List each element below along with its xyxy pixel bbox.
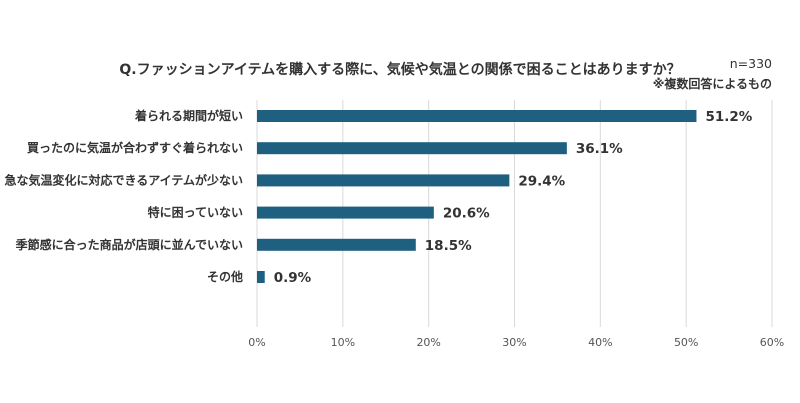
category-label: 急な気温変化に対応できるアイテムが少ない — [4, 172, 243, 187]
x-tick-label: 60% — [760, 336, 784, 349]
bar — [257, 238, 416, 251]
category-label: 特に困っていない — [148, 205, 243, 220]
category-label: 買ったのに気温が合わずすぐ着られない — [27, 140, 243, 155]
value-label: 36.1% — [576, 141, 623, 157]
category-label: 季節感に合った商品が店頭に並んでいない — [15, 237, 243, 252]
x-tick-label: 40% — [588, 336, 612, 349]
sample-size-note: n=330 — [729, 56, 772, 71]
chart-title: Q.ファッションアイテムを購入する際に、気候や気温との関係で困ることはありますか… — [119, 62, 681, 78]
x-tick-label: 20% — [416, 336, 440, 349]
multiple-answer-note: ※複数回答によるもの — [652, 77, 772, 91]
x-tick-label: 50% — [674, 336, 698, 349]
value-label: 29.4% — [518, 173, 565, 189]
value-label: 18.5% — [425, 238, 472, 254]
value-label: 0.9% — [274, 270, 312, 286]
value-label: 51.2% — [705, 109, 752, 125]
category-label: その他 — [207, 269, 243, 284]
bar — [257, 142, 567, 155]
x-tick-label: 10% — [331, 336, 355, 349]
bar — [257, 174, 510, 187]
bar — [257, 206, 434, 219]
bar — [257, 271, 265, 283]
x-tick-label: 0% — [248, 336, 265, 349]
value-label: 20.6% — [443, 206, 490, 222]
x-tick-label: 30% — [502, 336, 526, 349]
bar — [257, 110, 697, 122]
category-label: 着られる期間が短い — [134, 108, 243, 123]
